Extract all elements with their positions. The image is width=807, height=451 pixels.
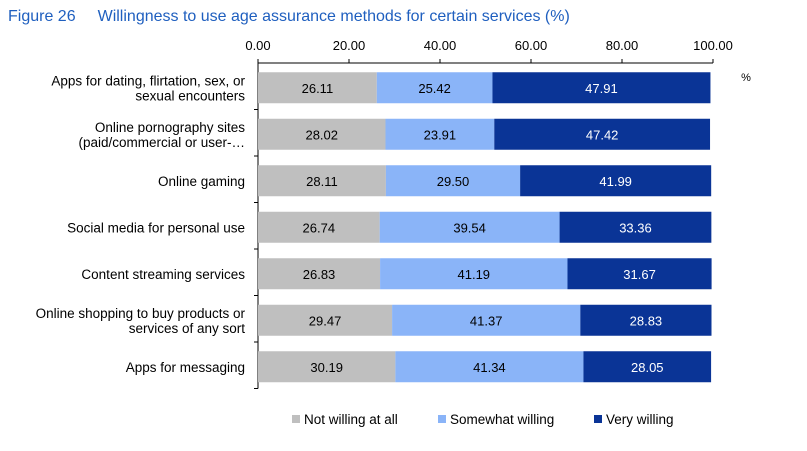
category-label-line: (paid/commercial or user-…: [78, 135, 245, 150]
bar-segment: [258, 118, 386, 150]
bar-segment: [379, 211, 560, 243]
x-tick-label: 20.00: [333, 38, 366, 53]
legend-label: Very willing: [606, 412, 674, 427]
x-tick-label: 0.00: [245, 38, 270, 53]
data-label: 25.42: [418, 81, 451, 96]
legend-label: Not willing at all: [304, 412, 398, 427]
data-label: 39.54: [453, 220, 486, 235]
data-label: 41.19: [458, 267, 491, 282]
x-tick-label: 40.00: [424, 38, 457, 53]
legend-swatch: [438, 415, 446, 423]
category-label: Social media for personal use: [67, 220, 245, 235]
legend-swatch: [292, 415, 300, 423]
category-label: Online shopping to buy products or servic…: [36, 306, 246, 336]
data-label: 47.91: [585, 81, 618, 96]
legend-label: Somewhat willing: [450, 412, 554, 427]
category-label-line: Online pornography sites: [95, 120, 245, 135]
bar-segment: [395, 351, 584, 383]
data-label: 23.91: [424, 127, 457, 142]
data-label: 29.50: [437, 174, 470, 189]
category-label: Apps for dating, flirtation, sex, or sexu…: [51, 73, 245, 103]
bar-segment: [258, 211, 380, 243]
data-label: 31.67: [623, 267, 656, 282]
legend-swatch: [594, 415, 602, 423]
bar-segment: [580, 304, 712, 336]
category-label: Online gaming: [158, 174, 245, 189]
category-label-line: Content streaming services: [81, 267, 245, 282]
bar-segment: [567, 258, 712, 290]
category-label-line: Online gaming: [158, 174, 245, 189]
data-label: 26.11: [302, 81, 334, 96]
category-label-line: Apps for dating, flirtation, sex, or: [51, 73, 245, 88]
category-label-line: Social media for personal use: [67, 220, 245, 235]
figure-title: Willingness to use age assurance methods…: [97, 8, 570, 25]
bar-segment: [492, 72, 711, 104]
data-label: 41.34: [473, 360, 506, 375]
unit-label: %: [741, 72, 751, 84]
x-tick-label: 100.00: [693, 38, 733, 53]
data-label: 28.83: [630, 313, 663, 328]
bar-segment: [258, 72, 377, 104]
category-label-line: sexual encounters: [135, 88, 245, 103]
bar-segment: [258, 304, 393, 336]
category-label: Online pornography sites (paid/commercial…: [78, 120, 245, 150]
bar-segment: [385, 165, 521, 197]
bar-segment: [520, 165, 712, 197]
data-label: 28.05: [631, 360, 664, 375]
chart-title: Figure 26 Willingness to use age assuranc…: [8, 8, 570, 26]
category-label-line: Online shopping to buy products or: [36, 306, 246, 321]
data-label: 28.11: [306, 174, 338, 189]
bar-segment: [258, 351, 396, 383]
data-label: 33.36: [619, 220, 652, 235]
data-label: 26.74: [303, 220, 336, 235]
bar-segment: [385, 118, 495, 150]
data-label: 28.02: [305, 127, 338, 142]
figure-number: Figure 26: [8, 8, 76, 25]
bar-segment: [392, 304, 581, 336]
data-label: 30.19: [310, 360, 343, 375]
category-label: Apps for messaging: [126, 360, 245, 375]
bar-segment: [380, 258, 568, 290]
data-label: 41.99: [599, 174, 632, 189]
bar-segment: [583, 351, 712, 383]
category-label: Content streaming services: [81, 267, 245, 282]
category-label-line: services of any sort: [129, 321, 246, 336]
bar-segment: [559, 211, 712, 243]
x-tick-label: 60.00: [515, 38, 548, 53]
bar-segment: [258, 165, 386, 197]
category-label-line: Apps for messaging: [126, 360, 245, 375]
data-label: 47.42: [586, 127, 619, 142]
bar-segment: [376, 72, 493, 104]
bar-segment: [258, 258, 381, 290]
data-label: 41.37: [470, 313, 503, 328]
data-label: 26.83: [303, 267, 336, 282]
data-label: 29.47: [309, 313, 342, 328]
bar-segment: [494, 118, 711, 150]
x-tick-label: 80.00: [606, 38, 639, 53]
